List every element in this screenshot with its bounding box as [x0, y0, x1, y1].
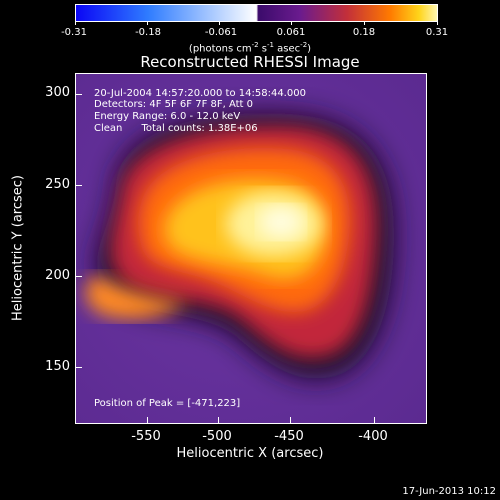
colorbar-label: -0.061 — [204, 27, 238, 38]
colorbar-tick — [291, 21, 292, 25]
x-tick-label: -550 — [131, 429, 161, 444]
x-tick-label: -450 — [274, 429, 304, 444]
y-tick-mark — [76, 367, 82, 368]
peak-position-label: Position of Peak = [-471,223] — [94, 398, 241, 409]
x-tick-label: -400 — [358, 429, 388, 444]
y-tick-label: 200 — [45, 268, 70, 283]
x-tick-mark — [147, 417, 148, 423]
colorbar — [75, 4, 438, 22]
x-tick-mark — [290, 417, 291, 423]
x-axis-title: Heliocentric X (arcsec) — [176, 446, 324, 461]
colorbar-tick — [75, 21, 76, 25]
colorbar-label: -0.18 — [135, 27, 161, 38]
colorbar-label: 0.31 — [425, 27, 449, 38]
y-tick-label: 150 — [45, 359, 70, 374]
y-tick-label: 250 — [45, 177, 70, 192]
x-tick-mark — [218, 417, 219, 423]
clean-counts-label: Clean Total counts: 1.38E+06 — [94, 123, 258, 134]
solar-image-plot — [75, 73, 427, 424]
energy-range-label: Energy Range: 6.0 - 12.0 keV — [94, 111, 241, 122]
colorbar-tick — [219, 21, 220, 25]
colorbar-tick — [147, 21, 148, 25]
y-tick-mark — [76, 94, 82, 95]
y-tick-mark — [76, 185, 82, 186]
y-tick-label: 300 — [45, 85, 70, 100]
solar-flare-image — [76, 74, 426, 423]
detectors-label: Detectors: 4F 5F 6F 7F 8F, Att 0 — [94, 99, 254, 110]
colorbar-tick — [364, 21, 365, 25]
colorbar-label: 0.18 — [352, 27, 376, 38]
time-range-label: 20-Jul-2004 14:57:20.000 to 14:58:44.000 — [94, 88, 306, 99]
y-tick-mark — [76, 276, 82, 277]
plot-title: Reconstructed RHESSI Image — [140, 53, 360, 71]
colorbar-label: -0.31 — [61, 27, 87, 38]
y-axis-title: Heliocentric Y (arcsec) — [10, 175, 26, 321]
colorbar-units: (photons cm-2 s-1 asec-2) — [188, 41, 312, 55]
colorbar-tick — [437, 21, 438, 25]
x-tick-label: -500 — [202, 429, 232, 444]
timestamp: 17-Jun-2013 10:12 — [402, 486, 496, 497]
x-tick-mark — [374, 417, 375, 423]
colorbar-label: 0.061 — [276, 27, 306, 38]
